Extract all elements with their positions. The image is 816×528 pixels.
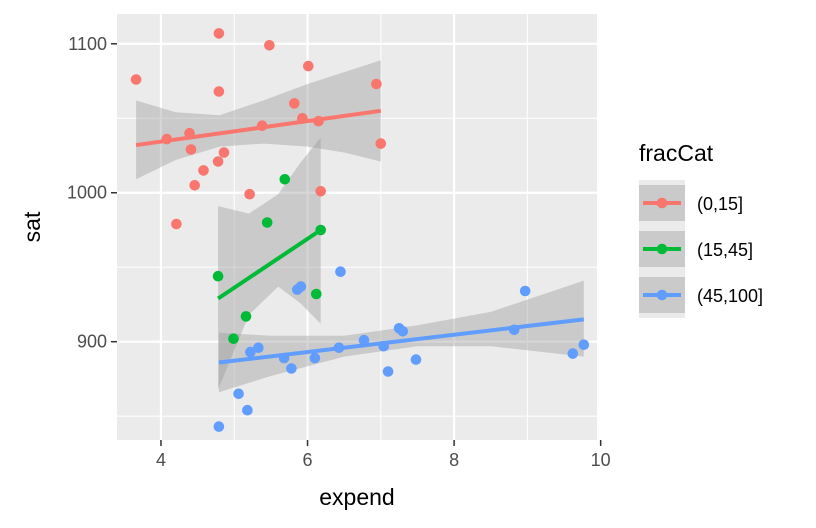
data-point: [278, 352, 290, 364]
data-point: [244, 188, 255, 200]
data-point: [295, 281, 307, 292]
legend-key-point: [656, 197, 668, 209]
data-point: [253, 342, 264, 354]
data-point: [375, 138, 387, 149]
data-point: [519, 285, 531, 297]
legend-label: (15,45]: [697, 240, 753, 260]
data-point: [228, 333, 239, 345]
x-tick-label: 8: [449, 450, 459, 470]
data-point: [286, 363, 297, 374]
data-point: [161, 133, 173, 145]
data-point: [311, 288, 322, 300]
data-point: [171, 218, 182, 230]
data-point: [309, 352, 321, 364]
data-point: [508, 324, 520, 336]
data-point: [185, 144, 197, 155]
data-point: [189, 180, 200, 191]
legend-label: (45,100]: [697, 286, 763, 306]
data-point: [130, 74, 142, 85]
data-point: [240, 311, 252, 322]
y-tick-label: 1100: [68, 34, 107, 54]
y-tick-label: 1000: [67, 183, 107, 203]
y-axis-title: sat: [19, 211, 45, 242]
legend-key-point: [656, 289, 668, 301]
data-point: [313, 115, 324, 127]
data-point: [213, 28, 225, 39]
data-point: [289, 98, 300, 109]
data-point: [315, 186, 327, 197]
data-point: [303, 60, 314, 72]
data-point: [245, 346, 256, 358]
data-point: [333, 342, 345, 354]
data-point: [567, 348, 579, 359]
data-point: [198, 165, 209, 176]
legend-key-point: [656, 243, 668, 255]
data-point: [233, 388, 244, 400]
axes: 4 6 8 10 900 1000 1100: [67, 34, 611, 470]
x-tick-label: 10: [591, 450, 611, 470]
grid-lines: [117, 14, 602, 440]
data-point: [397, 326, 409, 337]
data-point: [410, 354, 422, 365]
data-point: [382, 366, 394, 377]
y-tick-label: 900: [77, 332, 107, 352]
x-tick-label: 6: [303, 450, 313, 470]
data-point: [378, 340, 390, 352]
data-point: [578, 339, 590, 351]
legend-title: fracCat: [639, 140, 714, 166]
confidence-band: [136, 60, 381, 180]
data-point: [371, 78, 382, 90]
data-point: [261, 217, 273, 228]
data-point: [218, 147, 230, 158]
data-point: [315, 224, 327, 236]
confidence-band: [218, 280, 584, 393]
legend: fracCat (0,15] (15,45] (45,100]: [639, 140, 763, 318]
data-point: [335, 266, 346, 278]
data-point: [264, 40, 275, 51]
data-point: [358, 334, 370, 346]
data-point: [279, 174, 291, 185]
x-axis-title: expend: [319, 484, 394, 510]
data-points: [130, 28, 590, 432]
fit-line: [217, 228, 322, 301]
data-point: [297, 113, 308, 124]
data-point: [213, 86, 225, 97]
data-point: [212, 270, 224, 282]
plot-panel: [117, 14, 597, 440]
data-point: [242, 404, 253, 416]
legend-label: (0,15]: [697, 194, 743, 214]
data-point: [212, 156, 224, 167]
x-tick-label: 4: [156, 450, 166, 470]
data-point: [184, 127, 195, 139]
data-point: [256, 120, 268, 131]
data-point: [213, 421, 225, 432]
